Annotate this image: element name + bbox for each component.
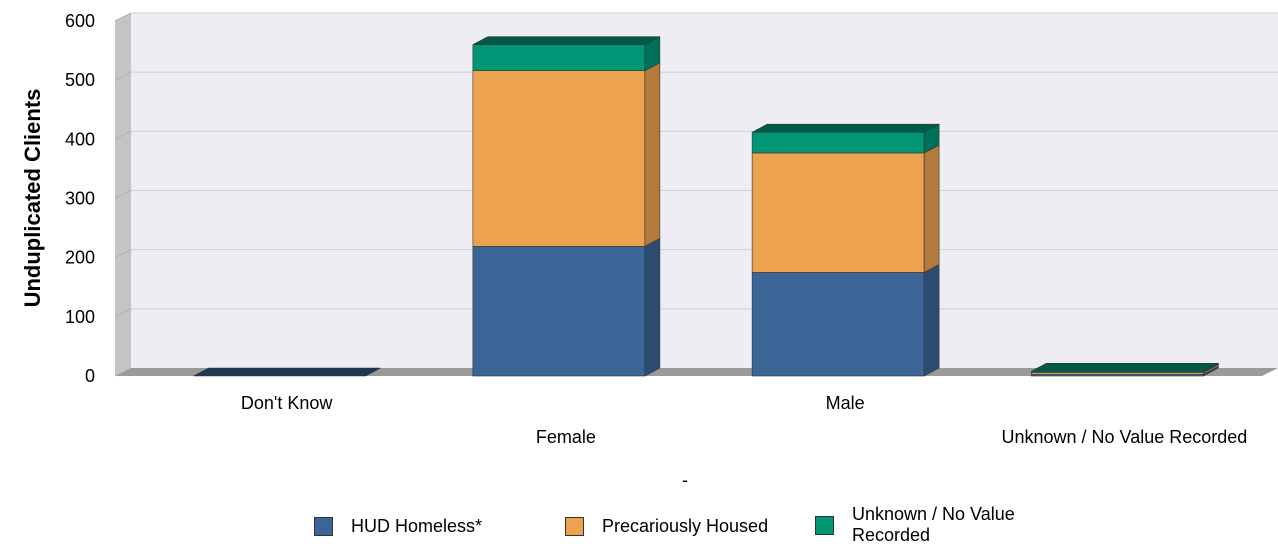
x-axis-categories: Don't Know Female Male Unknown / No Value R… <box>241 393 1247 447</box>
legend-label: Precariously Housed <box>602 516 768 537</box>
plot-background <box>115 13 1278 376</box>
y-tick-label: 300 <box>65 189 95 209</box>
legend-item-hud-homeless: HUD Homeless* <box>314 516 482 537</box>
bar-segment-unknown-no-value-recorded <box>752 132 924 153</box>
bar-segment-hud-homeless--side <box>924 264 939 376</box>
bar-top-face <box>473 37 660 45</box>
legend-item-unknown: Unknown / No Value Recorded <box>815 504 1052 546</box>
x-category-label: Male <box>826 393 865 413</box>
legend-swatch-unknown <box>815 516 834 535</box>
legend-label: HUD Homeless* <box>351 516 482 537</box>
bar-segment-precariously-housed-side <box>645 63 660 247</box>
x-category-label: Female <box>536 427 596 447</box>
bar-group-unknown-no-value-recorded <box>1031 363 1218 376</box>
y-tick-label: 100 <box>65 307 95 327</box>
legend-swatch-precariously-housed <box>565 517 584 536</box>
bar-top-face <box>1031 363 1218 371</box>
y-tick-label: 400 <box>65 129 95 149</box>
bar-group-female <box>473 37 660 376</box>
legend-label: Unknown / No Value Recorded <box>852 504 1052 546</box>
y-axis-label: Unduplicated Clients <box>20 89 45 308</box>
bar-chart: 0 100 200 300 400 500 600 Don't Know Female Male… <box>0 0 1278 500</box>
legend-swatch-hud-homeless <box>314 517 333 536</box>
bar-group-male <box>752 124 939 376</box>
legend-item-precariously-housed: Precariously Housed <box>565 516 768 537</box>
x-axis-label: - <box>682 470 688 490</box>
y-tick-label: 600 <box>65 11 95 31</box>
y-tick-label: 200 <box>65 248 95 268</box>
bar-segment-hud-homeless- <box>752 272 924 376</box>
y-axis-ticks: 0 100 200 300 400 500 600 <box>65 11 95 386</box>
bar-segment-precariously-housed <box>752 153 924 273</box>
x-category-label: Unknown / No Value Recorded <box>1001 427 1247 447</box>
bar-group-don-t-know <box>194 368 381 376</box>
bar-segment-unknown-no-value-recorded <box>473 45 645 71</box>
bar-segment-precariously-housed <box>473 71 645 247</box>
y-tick-label: 0 <box>85 366 95 386</box>
y-tick-label: 500 <box>65 70 95 90</box>
x-category-label: Don't Know <box>241 393 333 413</box>
bar-segment-hud-homeless--side <box>645 238 660 376</box>
legend: HUD Homeless* Precariously Housed Unknow… <box>0 500 1278 547</box>
bar-top-face <box>752 124 939 132</box>
bar-segment-precariously-housed-side <box>924 145 939 273</box>
bar-top-face <box>194 368 381 376</box>
bar-segment-hud-homeless- <box>473 246 645 376</box>
